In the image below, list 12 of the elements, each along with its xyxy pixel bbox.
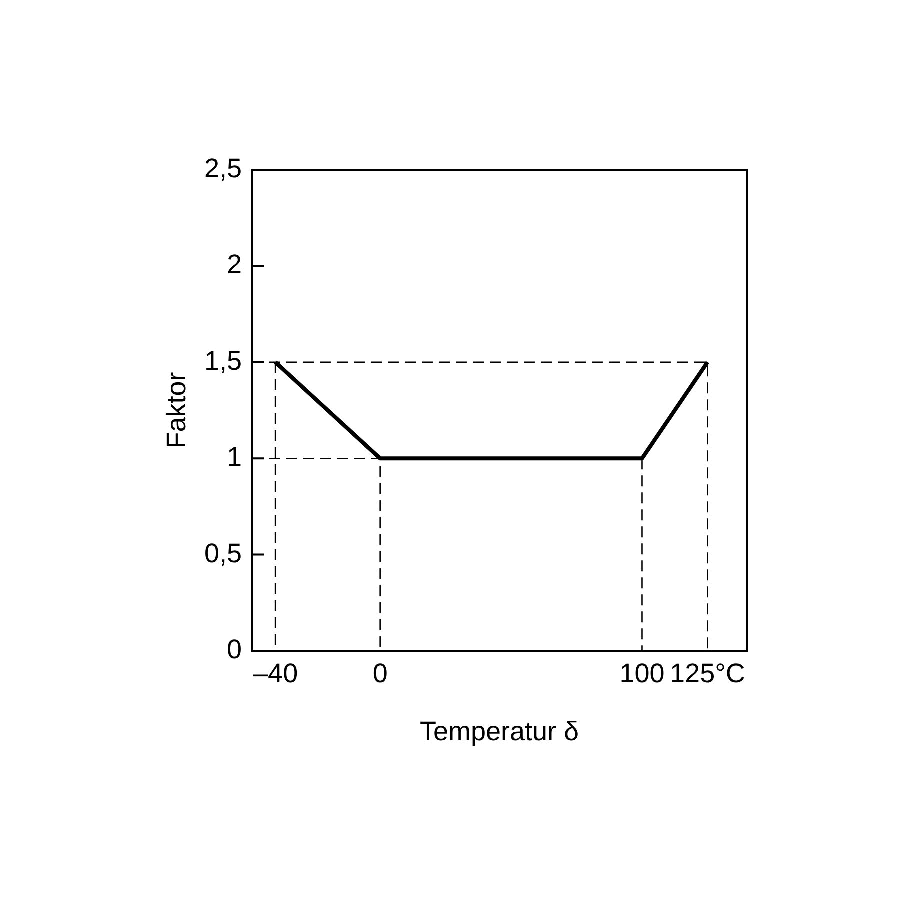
y-tick-label: 2 [226, 250, 242, 280]
y-tick-label: 0,5 [204, 538, 242, 568]
y-tick-label: 1,5 [204, 346, 242, 376]
y-tick-label: 0 [226, 634, 242, 664]
x-tick-label: 100 [620, 658, 665, 689]
x-axis-title: Temperatur δ [420, 716, 580, 746]
x-tick-label: –40 [253, 658, 298, 689]
y-axis-title: Faktor [162, 372, 192, 449]
y-tick-label: 2,5 [204, 153, 242, 184]
y-tick-label: 1 [226, 442, 242, 472]
x-tick-label: 125°C [670, 658, 746, 689]
x-tick-label: 0 [372, 658, 388, 689]
